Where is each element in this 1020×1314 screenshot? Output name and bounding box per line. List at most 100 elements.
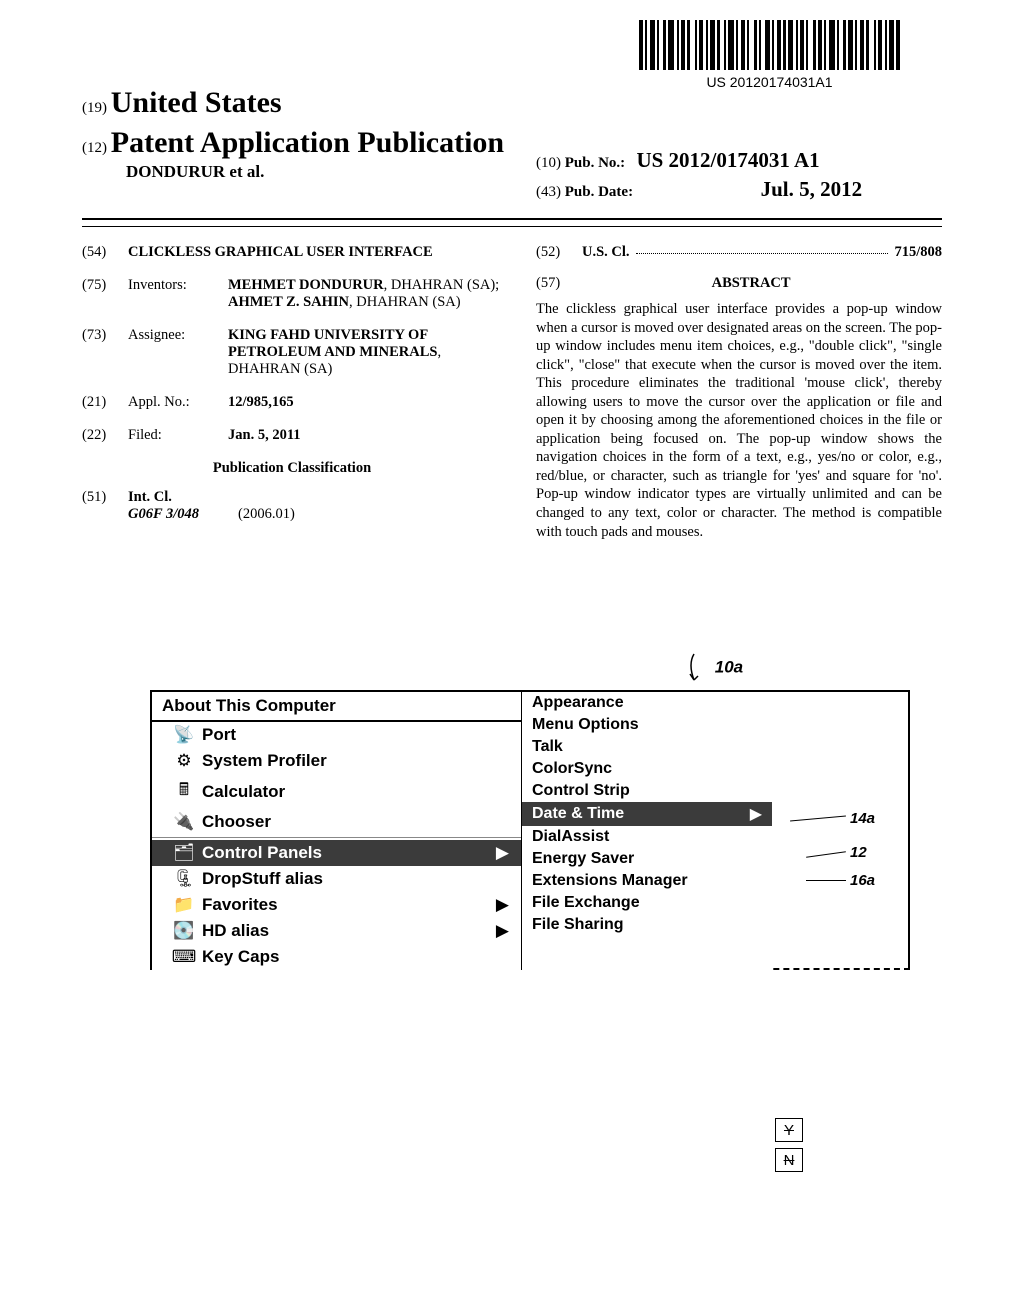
- menu1-item[interactable]: 🗜 DropStuff alias: [152, 866, 521, 892]
- menu2-item[interactable]: File Exchange: [522, 892, 772, 914]
- menu2-item[interactable]: Talk: [522, 736, 772, 758]
- figure-10a: 10a About This Computer 📡Port⚙System Pro…: [150, 690, 910, 970]
- menu-separator: [152, 837, 521, 838]
- chevron-right-icon: ▶: [496, 921, 509, 941]
- menu2-item-label: Appearance: [532, 694, 624, 712]
- menu2-item-date-time[interactable]: Date & Time ▶: [522, 802, 772, 826]
- menu2-item[interactable]: File Sharing: [522, 914, 772, 936]
- app-icon: 🗜: [174, 869, 194, 889]
- pubdate-value: Jul. 5, 2012: [761, 177, 863, 201]
- menu1-item-control-panels[interactable]: 🗂 Control Panels ▶: [152, 840, 521, 866]
- app-icon: 💽: [174, 921, 194, 941]
- menu2-item-label: Extensions Manager: [532, 872, 688, 890]
- menu1-item-label: Calculator: [202, 782, 285, 802]
- header-left: (19) United States (12) Patent Applicati…: [82, 86, 504, 182]
- pubdate-label: Pub. Date:: [565, 184, 633, 200]
- menu1-title: About This Computer: [152, 692, 521, 722]
- menu2-item[interactable]: ColorSync: [522, 758, 772, 780]
- uscl-label: U.S. Cl.: [582, 244, 630, 261]
- left-column: (54) CLICKLESS GRAPHICAL USER INTERFACE …: [82, 244, 502, 523]
- pubno-label: Pub. No.:: [565, 155, 625, 171]
- menu1-item-label: Key Caps: [202, 947, 279, 967]
- pub-prefix: (12): [82, 140, 107, 156]
- pubdate-prefix: (43): [536, 184, 561, 200]
- applno-label: Appl. No.:: [128, 394, 228, 411]
- menu1-item-label: Port: [202, 725, 236, 745]
- intcl-date: (2006.01): [238, 506, 295, 523]
- figure-callout: 10a: [680, 650, 743, 686]
- menu1-item-label: Favorites: [202, 895, 278, 915]
- menu1-item-label: Chooser: [202, 812, 271, 832]
- app-icon: 🖩: [174, 777, 194, 806]
- menu1-item[interactable]: 📁Favorites▶: [152, 892, 521, 918]
- intcl-code: (51): [82, 489, 128, 523]
- menu2-item[interactable]: Appearance: [522, 692, 772, 714]
- title-value: CLICKLESS GRAPHICAL USER INTERFACE: [128, 244, 502, 261]
- menu2-item-label: File Sharing: [532, 916, 624, 934]
- filed-code: (22): [82, 427, 128, 444]
- figure-callout-text: 10a: [715, 657, 743, 676]
- menu2-item[interactable]: Control Strip: [522, 780, 772, 802]
- menu2-item[interactable]: Extensions Manager: [522, 870, 772, 892]
- menu1-item[interactable]: ⌨Key Caps: [152, 944, 521, 970]
- menu1-item[interactable]: 📡 Port: [152, 722, 521, 748]
- menu2-item[interactable]: DialAssist: [522, 826, 772, 848]
- menu-primary: About This Computer 📡 Port ⚙ System Profile…: [152, 692, 522, 970]
- menu1-item-label: DropStuff alias: [202, 869, 323, 889]
- barcode-graphic: [639, 20, 900, 70]
- inventors-value: MEHMET DONDURUR, DHAHRAN (SA); AHMET Z. …: [228, 277, 502, 311]
- pub-title: Patent Application Publication: [111, 126, 504, 159]
- filed-value: Jan. 5, 2011: [228, 427, 502, 444]
- intcl-class: G06F 3/048: [128, 506, 238, 523]
- menu2-item-label: DialAssist: [532, 828, 609, 846]
- menu1-item[interactable]: ⚙ System Profiler: [152, 748, 521, 774]
- assignee-label: Assignee:: [128, 327, 228, 378]
- right-column: (52) U.S. Cl. 715/808 (57) ABSTRACT The …: [536, 244, 942, 541]
- applno-value: 12/985,165: [228, 394, 502, 411]
- pubno-prefix: (10): [536, 155, 561, 171]
- rule-top: [82, 218, 942, 220]
- menu1-item[interactable]: 🔌 Chooser: [152, 809, 521, 835]
- app-icon: 🔌: [174, 812, 194, 832]
- menu1-item-label: System Profiler: [202, 751, 327, 771]
- abstract-label: ABSTRACT: [712, 275, 791, 291]
- menu1-item-label: HD alias: [202, 921, 269, 941]
- app-icon: 📡: [174, 725, 194, 745]
- menu1-item[interactable]: 💽 HD alias ▶: [152, 918, 521, 944]
- barcode-block: US 20120174031A1: [639, 20, 900, 90]
- applno-code: (21): [82, 394, 128, 411]
- app-icon: 📁: [174, 895, 194, 915]
- menu2-item-label: Menu Options: [532, 716, 639, 734]
- menu2-item[interactable]: Energy Saver: [522, 848, 772, 870]
- badge-yes[interactable]: Y: [775, 1118, 803, 1142]
- menu2-item-label: Talk: [532, 738, 563, 756]
- author-line: DONDURUR et al.: [82, 162, 504, 182]
- menu1-item[interactable]: 🖩 Calculator: [152, 774, 521, 809]
- ref-label-14a: 14a: [850, 810, 875, 827]
- inventors-code: (75): [82, 277, 128, 311]
- uscl-code: (52): [536, 244, 582, 261]
- abstract-body: The clickless graphical user interface p…: [536, 300, 942, 541]
- badge-no-label: N: [784, 1152, 795, 1169]
- badge-no[interactable]: N: [775, 1148, 803, 1172]
- menu2-item[interactable]: Menu Options: [522, 714, 772, 736]
- filed-label: Filed:: [128, 427, 228, 444]
- menu2-item-label: File Exchange: [532, 894, 640, 912]
- menu2-hl-label: Date & Time: [532, 805, 624, 823]
- pubclass-heading: Publication Classification: [82, 460, 502, 477]
- menu-secondary: Appearance Menu Options Talk ColorSync Contr…: [522, 692, 772, 970]
- title-code: (54): [82, 244, 128, 261]
- uscl-value: 715/808: [894, 244, 942, 261]
- pubno-value: US 2012/0174031 A1: [636, 148, 819, 172]
- leader-16a: [806, 880, 846, 881]
- chevron-right-icon: ▶: [750, 804, 762, 824]
- app-icon: ⚙: [174, 751, 194, 771]
- header-right: (10) Pub. No.: US 2012/0174031 A1 (43) P…: [536, 148, 862, 202]
- menu2-item-label: Control Strip: [532, 782, 630, 800]
- folder-icon: 🗂: [174, 843, 194, 863]
- figure-menus: About This Computer 📡 Port ⚙ System Profile…: [150, 690, 910, 970]
- barcode-text: US 20120174031A1: [639, 74, 900, 90]
- menu2-item-label: ColorSync: [532, 760, 612, 778]
- menu2-item-label: Energy Saver: [532, 850, 634, 868]
- ref-label-12: 12: [850, 844, 867, 861]
